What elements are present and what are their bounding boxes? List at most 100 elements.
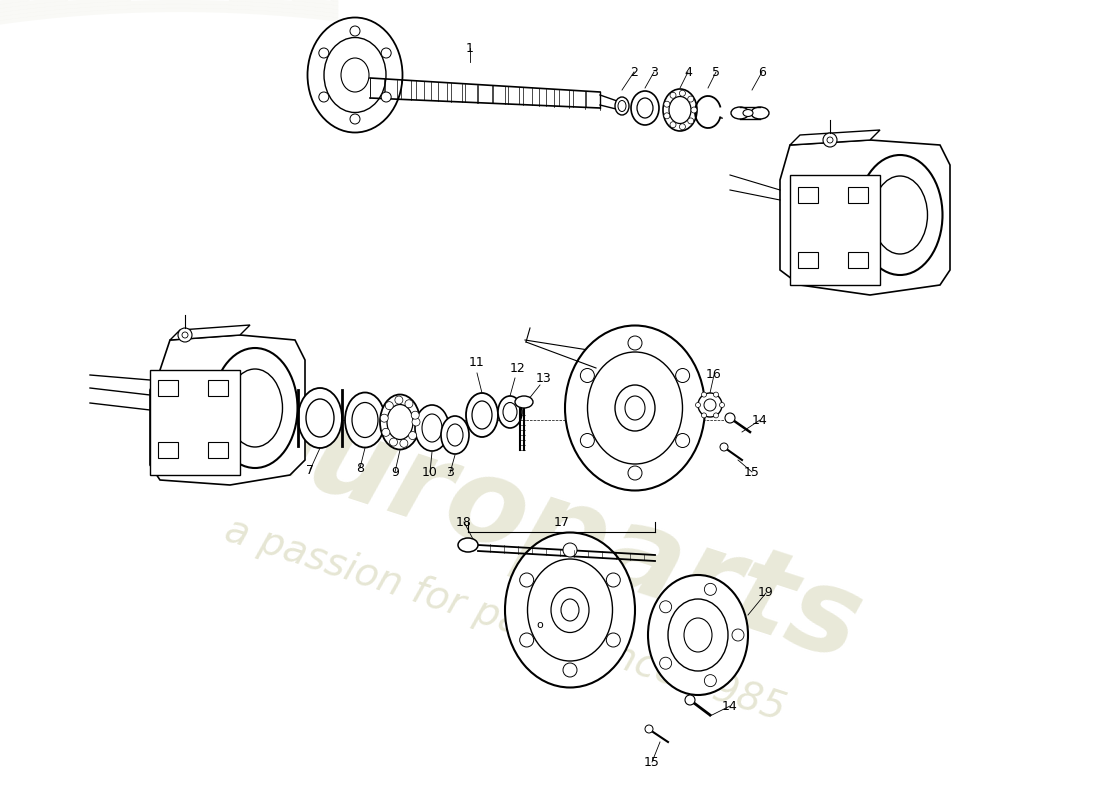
Text: 7: 7 [306, 463, 313, 477]
Circle shape [389, 438, 397, 446]
Circle shape [405, 400, 412, 408]
Circle shape [714, 413, 718, 418]
Text: 5: 5 [712, 66, 720, 78]
Text: 2: 2 [630, 66, 638, 78]
Circle shape [719, 402, 725, 407]
Ellipse shape [505, 533, 635, 687]
Text: europarts: europarts [220, 374, 876, 686]
Text: 13: 13 [536, 371, 552, 385]
Ellipse shape [561, 599, 579, 621]
Ellipse shape [466, 393, 498, 437]
Circle shape [606, 573, 620, 587]
Ellipse shape [637, 98, 653, 118]
Circle shape [350, 114, 360, 124]
Polygon shape [780, 140, 950, 295]
Ellipse shape [668, 599, 728, 671]
Ellipse shape [669, 97, 691, 123]
Circle shape [382, 48, 392, 58]
Bar [158, 442, 178, 458]
Circle shape [704, 674, 716, 686]
Circle shape [827, 137, 833, 143]
Text: 9: 9 [392, 466, 399, 478]
Ellipse shape [858, 155, 943, 275]
Ellipse shape [498, 396, 522, 428]
Circle shape [685, 695, 695, 705]
Text: 10: 10 [422, 466, 438, 478]
Ellipse shape [415, 405, 449, 451]
Ellipse shape [732, 107, 749, 119]
Ellipse shape [228, 369, 283, 447]
Ellipse shape [742, 110, 754, 117]
Bar [848, 187, 868, 203]
Ellipse shape [308, 18, 403, 133]
Ellipse shape [298, 388, 342, 448]
Circle shape [178, 328, 192, 342]
Circle shape [695, 402, 701, 407]
Ellipse shape [345, 393, 385, 447]
Text: 8: 8 [356, 462, 364, 474]
Circle shape [606, 633, 620, 647]
Circle shape [645, 725, 653, 733]
Ellipse shape [341, 58, 368, 92]
Polygon shape [150, 335, 305, 485]
Text: 15: 15 [744, 466, 760, 478]
Circle shape [563, 663, 578, 677]
Text: 17: 17 [554, 515, 570, 529]
Circle shape [680, 90, 685, 96]
Ellipse shape [551, 587, 588, 633]
Circle shape [660, 601, 672, 613]
Circle shape [691, 107, 697, 113]
Text: 18: 18 [456, 515, 472, 529]
Circle shape [395, 396, 403, 404]
Text: 15: 15 [645, 755, 660, 769]
Circle shape [702, 392, 706, 397]
Circle shape [698, 393, 722, 417]
Ellipse shape [387, 405, 412, 439]
Text: 3: 3 [650, 66, 658, 78]
Circle shape [628, 336, 642, 350]
Circle shape [660, 658, 672, 670]
Circle shape [408, 431, 417, 439]
Circle shape [381, 414, 388, 422]
Ellipse shape [447, 424, 463, 446]
Circle shape [182, 332, 188, 338]
Circle shape [670, 92, 676, 98]
Circle shape [720, 443, 728, 451]
Circle shape [628, 466, 642, 480]
Ellipse shape [565, 326, 705, 490]
Ellipse shape [625, 396, 645, 420]
Ellipse shape [352, 402, 378, 438]
Ellipse shape [587, 352, 682, 464]
Text: 4: 4 [684, 66, 692, 78]
Circle shape [581, 434, 594, 447]
Text: 16: 16 [706, 369, 722, 382]
Circle shape [319, 48, 329, 58]
Circle shape [581, 369, 594, 382]
Ellipse shape [472, 401, 492, 429]
Circle shape [382, 92, 392, 102]
Ellipse shape [422, 414, 442, 442]
Bar [798, 252, 818, 268]
Bar [208, 442, 228, 458]
Bar [208, 380, 228, 396]
Circle shape [680, 124, 685, 130]
Circle shape [714, 392, 718, 397]
Text: 1: 1 [466, 42, 474, 54]
Text: o: o [537, 620, 543, 630]
Circle shape [688, 96, 694, 102]
Circle shape [688, 118, 694, 124]
Circle shape [563, 543, 578, 557]
Circle shape [319, 92, 329, 102]
Circle shape [702, 413, 706, 418]
Text: 14: 14 [722, 699, 738, 713]
Circle shape [385, 402, 394, 410]
Circle shape [411, 411, 419, 419]
Ellipse shape [751, 107, 769, 119]
Circle shape [519, 633, 534, 647]
Circle shape [519, 573, 534, 587]
Ellipse shape [212, 348, 297, 468]
Ellipse shape [648, 575, 748, 695]
Ellipse shape [515, 396, 534, 408]
Ellipse shape [458, 538, 478, 552]
Ellipse shape [503, 402, 517, 422]
